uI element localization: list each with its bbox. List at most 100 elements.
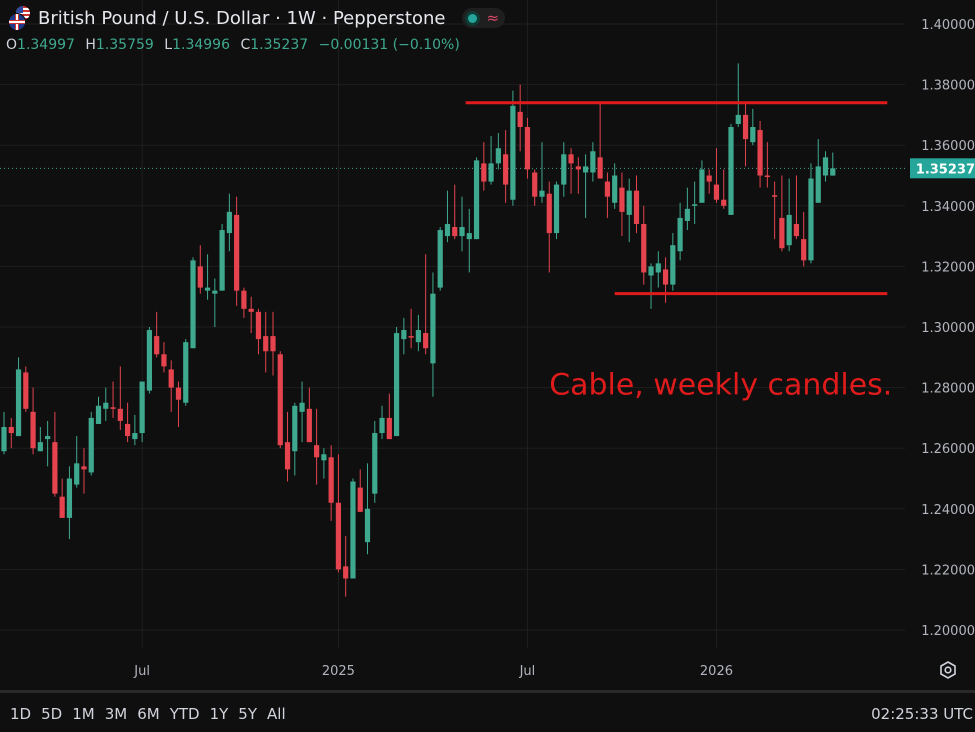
candle-body xyxy=(110,407,116,409)
candle-body xyxy=(292,405,298,452)
price-tick-label: 1.38000 xyxy=(921,79,975,94)
status-badge[interactable]: ≈ xyxy=(461,8,506,28)
candle-body xyxy=(590,151,596,173)
price-axis[interactable]: 1.40000 1.38000 1.36000 1.34000 1.32000 1.300… xyxy=(910,18,975,639)
candle xyxy=(379,405,385,440)
time-tick-label: Jul xyxy=(133,664,150,679)
candle xyxy=(219,223,225,291)
candle xyxy=(684,187,690,231)
candle xyxy=(779,175,785,252)
candle xyxy=(575,157,581,194)
candle-body xyxy=(30,411,36,449)
candle-body xyxy=(357,487,363,512)
candle xyxy=(30,387,36,455)
candle xyxy=(612,163,618,209)
ohlc-legend: O1.34997 H1.35759 L1.34996 C1.35237 −0.0… xyxy=(6,37,466,53)
candle xyxy=(444,190,451,243)
candle-body xyxy=(226,211,232,234)
candle xyxy=(706,169,712,194)
period-5d[interactable]: 5D xyxy=(41,705,63,723)
candle-body xyxy=(612,175,618,203)
candle-body xyxy=(255,311,262,340)
period-5y[interactable]: 5Y xyxy=(238,705,258,723)
candle xyxy=(633,175,640,234)
candle xyxy=(386,393,392,440)
price-chart[interactable]: Cable, weekly candles. 1.40000 1.38000 1.3… xyxy=(0,0,975,689)
candle xyxy=(284,411,291,482)
last-price-label: 1.35237 xyxy=(916,162,975,177)
candle xyxy=(561,142,567,197)
period-3m[interactable]: 3M xyxy=(104,705,128,723)
candle xyxy=(204,254,211,300)
annotations[interactable]: Cable, weekly candles. xyxy=(465,101,893,402)
candle-body xyxy=(212,290,218,294)
price-tick-label: 1.20000 xyxy=(921,624,975,639)
candle xyxy=(568,148,574,194)
time-axis[interactable]: Jul 2025 Jul 2026 xyxy=(0,648,975,679)
candle-body xyxy=(139,381,145,434)
candle xyxy=(481,142,487,191)
symbol-title[interactable]: British Pound / U.S. Dollar · 1W · Peppe… xyxy=(38,7,446,29)
candles xyxy=(1,63,836,597)
period-all[interactable]: All xyxy=(267,705,286,723)
candle xyxy=(328,445,334,521)
candle-body xyxy=(23,372,29,409)
candle xyxy=(401,317,407,355)
candle-body xyxy=(154,336,160,355)
candle xyxy=(590,142,596,182)
candle-body xyxy=(372,433,378,494)
price-tick-label: 1.28000 xyxy=(921,382,975,397)
candle xyxy=(52,411,58,497)
settings-hexagon-icon[interactable] xyxy=(938,660,958,680)
candle-body xyxy=(713,184,720,200)
annotation-text: Cable, weekly candles. xyxy=(549,368,892,402)
candle-body xyxy=(561,154,567,185)
period-ytd[interactable]: YTD xyxy=(169,705,200,723)
period-1y[interactable]: 1Y xyxy=(209,705,229,723)
candle-body xyxy=(815,166,821,203)
candle-body xyxy=(546,193,552,234)
candle-body xyxy=(117,408,123,421)
candle-body xyxy=(503,154,509,185)
candle-body xyxy=(379,417,385,434)
candle-body xyxy=(692,204,698,206)
candle-body xyxy=(248,308,254,312)
candle xyxy=(728,123,734,215)
price-tick-label: 1.22000 xyxy=(921,563,975,578)
candle-body xyxy=(510,105,516,200)
candle-body xyxy=(721,199,727,206)
candle-body xyxy=(801,239,807,261)
period-1m[interactable]: 1M xyxy=(72,705,95,723)
period-1d[interactable]: 1D xyxy=(10,705,32,723)
candle-body xyxy=(735,114,741,124)
candle-body xyxy=(277,354,283,446)
candle xyxy=(175,381,182,427)
candle xyxy=(372,420,378,503)
candle xyxy=(234,196,240,306)
candle xyxy=(335,454,342,573)
candle xyxy=(452,184,458,240)
candle xyxy=(139,381,145,443)
candle xyxy=(393,327,400,437)
time-tick-label: 2026 xyxy=(700,664,733,679)
price-tick-label: 1.36000 xyxy=(921,139,975,154)
bottom-toolbar: 1D 5D 1M 3M 6M YTD 1Y 5Y All 02:25:33 UT… xyxy=(0,690,975,732)
candle xyxy=(23,366,29,412)
candle-body xyxy=(793,223,800,237)
clock[interactable]: 02:25:33 UTC xyxy=(871,705,973,723)
candle-body xyxy=(430,293,436,364)
candle-body xyxy=(437,230,443,288)
candle-body xyxy=(328,457,334,503)
period-6m[interactable]: 6M xyxy=(137,705,160,723)
candle-body xyxy=(655,263,661,273)
candle xyxy=(830,152,836,176)
candle-body xyxy=(234,214,240,291)
candle xyxy=(517,84,523,152)
candle xyxy=(95,396,102,424)
candle xyxy=(510,90,516,206)
candle-body xyxy=(66,478,73,518)
candle xyxy=(321,448,327,479)
candle xyxy=(197,245,203,294)
candle xyxy=(74,436,80,488)
candle-body xyxy=(473,160,480,240)
